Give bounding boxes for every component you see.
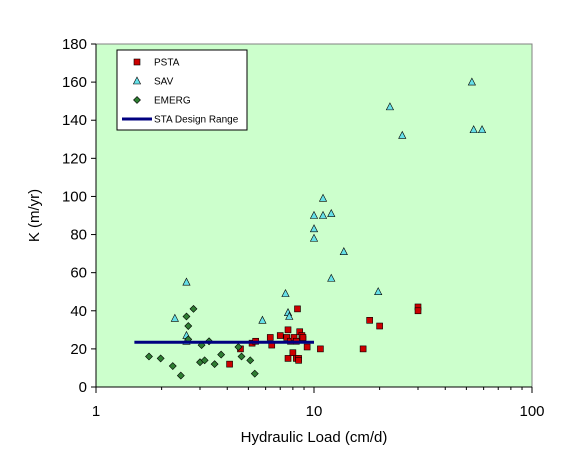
x-tick-label: 100 <box>519 403 544 420</box>
emerg-point <box>184 322 193 330</box>
psta-point <box>284 326 292 334</box>
emerg-point <box>234 343 243 351</box>
x-axis-title: Hydraulic Load (cm/d) <box>241 429 388 446</box>
emerg-point <box>217 350 226 359</box>
sav-point <box>309 224 319 233</box>
sav-point <box>467 77 476 86</box>
emerg-point <box>182 312 191 321</box>
sav-point <box>385 102 395 111</box>
y-tick-label: 120 <box>62 150 87 167</box>
emerg-point <box>200 356 209 365</box>
legend-marker-emerg <box>133 96 141 104</box>
sav-point <box>281 288 290 297</box>
y-tick-label: 60 <box>70 265 87 282</box>
y-tick-label: 20 <box>70 341 87 358</box>
emerg-point <box>250 369 259 378</box>
y-tick-label: 160 <box>62 74 87 91</box>
y-tick-label: 180 <box>62 36 87 53</box>
psta-point <box>266 334 274 341</box>
sav-point <box>477 125 487 134</box>
legend-label-emerg: EMERG <box>154 96 191 107</box>
sav-point <box>327 273 336 282</box>
psta-point <box>317 345 324 353</box>
emerg-point <box>168 362 177 370</box>
emerg-point <box>156 354 165 363</box>
psta-point <box>376 322 383 330</box>
sav-point <box>170 313 179 322</box>
psta-point <box>226 360 233 368</box>
data-marks <box>134 77 487 380</box>
psta-point <box>284 355 292 362</box>
emerg-point <box>189 304 198 313</box>
y-axis-title: K (m/yr) <box>26 189 43 242</box>
ticks: 0 20 40 60 80 100 120 140 160 180 1 10 100 <box>62 36 545 420</box>
y-tick-label: 80 <box>70 227 87 244</box>
sav-point <box>327 208 336 217</box>
psta-point <box>294 305 301 313</box>
x-tick-label: 10 <box>306 403 323 420</box>
y-tick-label: 100 <box>62 188 87 205</box>
emerg-point <box>246 356 255 365</box>
sav-point <box>339 247 348 256</box>
psta-point <box>366 317 373 324</box>
psta-point <box>303 343 311 351</box>
psta-point <box>289 349 297 357</box>
emerg-point <box>176 371 185 380</box>
sav-point <box>258 315 267 324</box>
legend: PSTA SAV EMERG STA Design Range <box>116 49 248 131</box>
emerg-point <box>237 352 246 361</box>
psta-point <box>414 307 422 315</box>
sav-point <box>398 130 407 139</box>
sav-point <box>182 277 191 286</box>
legend-items: PSTA SAV EMERG STA Design Range <box>122 58 239 126</box>
sav-point <box>285 311 294 320</box>
psta-point <box>359 345 367 353</box>
psta-point <box>295 357 302 364</box>
psta-point <box>283 334 291 341</box>
psta-point <box>299 334 307 341</box>
sav-point <box>318 210 328 219</box>
y-tick-label: 0 <box>79 379 87 396</box>
sav-point <box>374 287 383 296</box>
legend-label-psta: PSTA <box>154 58 180 69</box>
y-tick-label: 40 <box>70 303 87 320</box>
psta-point <box>276 332 284 339</box>
sav-point <box>318 193 328 202</box>
x-tick-label: 1 <box>92 403 100 420</box>
sav-point <box>309 233 319 242</box>
legend-marker-sav <box>132 76 142 85</box>
sav-point <box>309 210 319 219</box>
legend-label-sav: SAV <box>154 77 174 88</box>
legend-label-sta-design-range: STA Design Range <box>154 115 239 126</box>
emerg-point <box>210 360 219 369</box>
y-tick-label: 140 <box>62 112 87 129</box>
emerg-point <box>145 352 153 361</box>
sav-point <box>469 125 478 134</box>
legend-marker-psta <box>133 58 141 66</box>
